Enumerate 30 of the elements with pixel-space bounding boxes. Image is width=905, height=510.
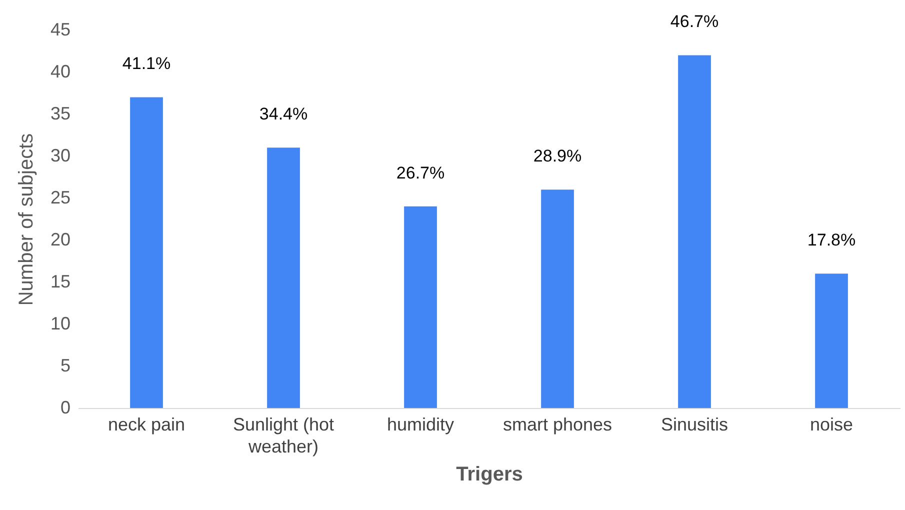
x-axis-title: Trigers [456, 464, 523, 486]
annotation: 34.4% [259, 104, 308, 124]
annotation: 17.8% [807, 230, 856, 250]
annotation: 28.9% [533, 146, 582, 166]
y-tick-label: 15 [50, 272, 70, 292]
annotation: 41.1% [122, 54, 171, 74]
x-tick-label: neck pain [108, 414, 186, 434]
bar [678, 55, 711, 408]
bar [267, 148, 300, 408]
y-tick-label: 0 [60, 398, 70, 418]
y-tick-label: 35 [50, 104, 70, 124]
y-tick-label: 45 [50, 20, 70, 40]
annotation: 46.7% [670, 12, 719, 32]
x-tick-label: Sinusitis [660, 414, 728, 434]
x-tick-label: humidity [386, 414, 454, 434]
bar [815, 274, 848, 408]
y-tick-label: 20 [50, 230, 70, 250]
bar [404, 206, 437, 408]
x-tick-label: noise [810, 414, 854, 434]
y-tick-label: 10 [50, 314, 70, 334]
y-tick-label: 40 [50, 62, 70, 82]
x-tick-label: smart phones [502, 414, 612, 434]
y-tick-label: 25 [50, 188, 70, 208]
y-tick-label: 30 [50, 146, 70, 166]
y-axis-title: Number of subjects [15, 133, 38, 306]
bar [130, 97, 163, 408]
y-tick-label: 5 [60, 356, 70, 376]
x-tick-label: Sunlight (hot weather) [232, 414, 334, 456]
annotation: 26.7% [396, 163, 445, 182]
bar [541, 190, 574, 408]
